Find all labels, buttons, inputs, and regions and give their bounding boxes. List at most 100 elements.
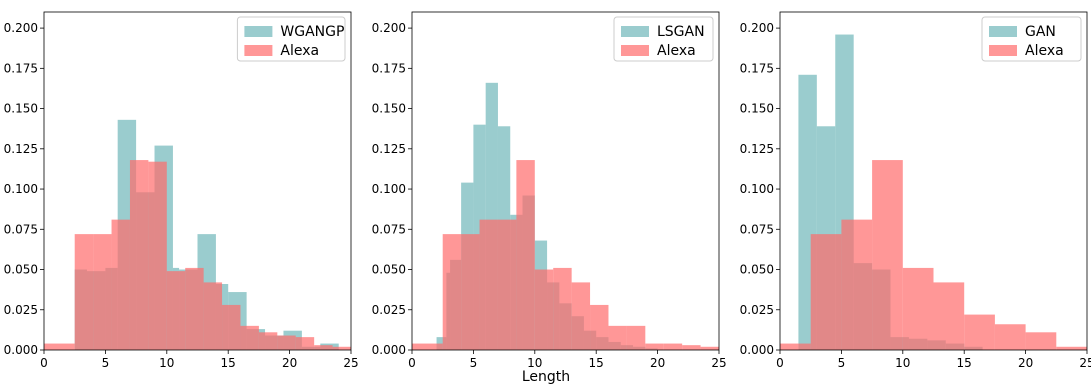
x-tick-label: 0 <box>408 356 416 370</box>
shared-x-axis-label: Length <box>522 369 570 385</box>
series-alexa <box>412 160 719 350</box>
y-tick-label: 0.000 <box>372 343 406 357</box>
bar <box>626 325 646 350</box>
x-tick-label: 10 <box>527 356 542 370</box>
bar <box>645 343 664 350</box>
y-tick-label: 0.075 <box>740 222 774 236</box>
y-tick-label: 0.200 <box>4 21 38 35</box>
bar <box>129 160 149 350</box>
y-tick-label: 0.050 <box>4 263 38 277</box>
y-tick-label: 0.200 <box>740 21 774 35</box>
bar <box>497 219 517 350</box>
x-tick-label: 0 <box>776 356 784 370</box>
bar <box>780 343 799 350</box>
x-tick-label: 0 <box>40 356 48 370</box>
y-tick-label: 0.025 <box>372 303 406 317</box>
plot-frame <box>411 11 720 351</box>
bar <box>663 343 683 350</box>
bar <box>1025 332 1057 350</box>
x-tick-label: 5 <box>102 356 110 370</box>
bar <box>902 267 934 350</box>
y-tick-label: 0.125 <box>4 142 38 156</box>
bar <box>810 234 842 350</box>
bar <box>148 161 167 350</box>
legend-label: LSGAN <box>657 24 705 40</box>
x-tick-label: 25 <box>1079 356 1091 370</box>
bar <box>44 343 75 350</box>
bar <box>185 267 204 350</box>
series-alexa <box>44 160 351 350</box>
y-tick-label: 0.075 <box>4 222 38 236</box>
y-tick-label: 0.100 <box>4 182 38 196</box>
panel-wgangp: 0 5 10 15 20 25 0.000 0.025 0.050 0.075 0.100 0.125… <box>4 11 359 370</box>
x-tick-label: 15 <box>589 356 604 370</box>
x-tick-label: 25 <box>711 356 726 370</box>
x-tick-label: 10 <box>895 356 910 370</box>
bar <box>682 345 701 350</box>
y-tick-label: 0.075 <box>372 222 406 236</box>
legend-label: Alexa <box>280 43 319 59</box>
bar <box>841 219 873 350</box>
bar <box>74 234 94 350</box>
bar <box>553 267 572 350</box>
bar <box>964 314 995 350</box>
legend-swatch <box>244 45 273 56</box>
bar <box>590 304 609 350</box>
bar <box>295 337 315 350</box>
x-tick-label: 20 <box>282 356 297 370</box>
y-tick-label: 0.150 <box>372 102 406 116</box>
bar <box>111 219 130 350</box>
y-tick-label: 0.175 <box>372 61 406 75</box>
y-tick-label: 0.200 <box>372 21 406 35</box>
plot-frame <box>779 11 1088 351</box>
legend-swatch <box>621 45 649 56</box>
legend-label: Alexa <box>1025 43 1064 59</box>
legend-swatch <box>989 45 1017 56</box>
y-tick-label: 0.050 <box>372 263 406 277</box>
y-tick-label: 0.100 <box>740 182 774 196</box>
panel-gan: 0 5 10 15 20 25 0.000 0.025 0.050 0.075 0.100 0.125… <box>740 11 1091 370</box>
bar <box>314 345 333 350</box>
series-alexa <box>780 160 1087 350</box>
legend: LSGAN Alexa <box>613 16 714 62</box>
x-tick-label: 20 <box>650 356 665 370</box>
y-tick-label: 0.125 <box>740 142 774 156</box>
bar <box>412 343 443 350</box>
legend-swatch <box>244 26 273 37</box>
y-tick-label: 0.050 <box>740 263 774 277</box>
y-tick-label: 0.150 <box>740 102 774 116</box>
y-tick-label: 0.025 <box>4 303 38 317</box>
x-tick-label: 5 <box>470 356 478 370</box>
bar <box>240 325 259 350</box>
bar <box>534 269 554 350</box>
y-tick-label: 0.025 <box>740 303 774 317</box>
x-tick-label: 10 <box>159 356 174 370</box>
legend-swatch <box>621 26 649 37</box>
y-tick-label: 0.000 <box>4 343 38 357</box>
y-tick-label: 0.100 <box>372 182 406 196</box>
bar <box>222 304 241 350</box>
bar <box>93 234 112 350</box>
bar <box>872 160 903 350</box>
y-tick-label: 0.150 <box>4 102 38 116</box>
bar <box>332 346 351 350</box>
bar <box>277 335 296 350</box>
bar <box>461 234 480 350</box>
legend: WGANGP Alexa <box>236 16 346 62</box>
y-tick-label: 0.125 <box>372 142 406 156</box>
bar <box>571 282 591 350</box>
y-tick-label: 0.000 <box>740 343 774 357</box>
legend: GAN Alexa <box>981 16 1082 62</box>
panel-lsgan: 0 5 10 15 20 25 0.000 0.025 0.050 0.075 0.100 0.125… <box>372 11 727 370</box>
bar <box>516 160 535 350</box>
plot-frame <box>43 11 352 351</box>
bar <box>608 325 627 350</box>
bar <box>700 346 719 350</box>
bar <box>203 282 223 350</box>
x-tick-label: 20 <box>1018 356 1033 370</box>
legend-label: GAN <box>1025 24 1056 40</box>
x-tick-label: 15 <box>221 356 236 370</box>
y-tick-label: 0.175 <box>4 61 38 75</box>
bar <box>798 343 811 350</box>
